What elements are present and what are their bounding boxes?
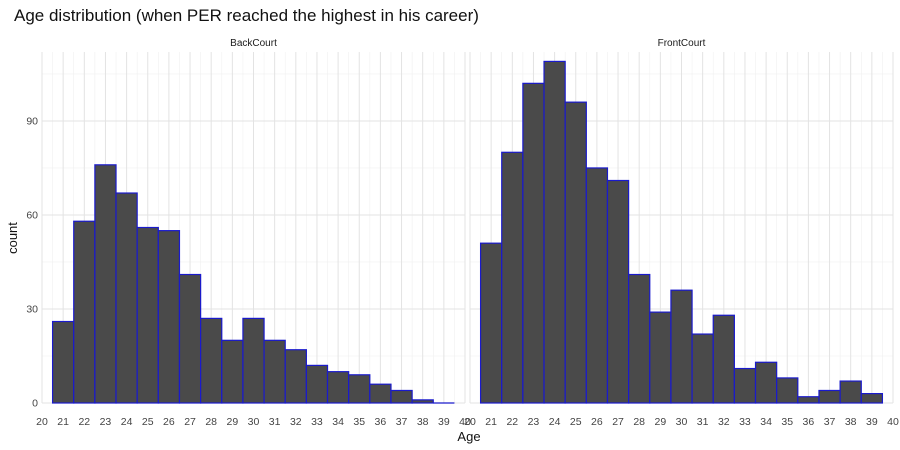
x-axis-title: Age [457,429,480,444]
histogram-bar [543,60,566,404]
histogram-bar [691,333,714,404]
facet-panel-backcourt: BackCourt 20 21 22 23 24 25 26 27 28 29 30 31 32 33 34 3… [26,38,471,428]
x-tick-label: 23 [100,416,112,428]
histogram-bar [178,273,202,404]
x-tick-label: 32 [290,416,302,428]
facet-panel-frontcourt: FrontCourt 20 21 22 23 24 25 26 27 28 29 30 31 32 33 34… [464,38,899,428]
histogram-bar [585,167,609,404]
histogram-bar [115,192,138,404]
histogram-bar [754,361,778,404]
x-tick-label: 36 [803,416,815,428]
histogram-bar [51,320,75,404]
x-tick-label: 22 [506,416,518,428]
x-tick-label: 37 [824,416,836,428]
histogram-bar [305,364,329,404]
y-tick-label: 30 [26,303,38,315]
x-tick-label: 39 [866,416,878,428]
facet-strip-label: FrontCourt [658,38,706,49]
x-tick-label: 27 [612,416,624,428]
histogram-bar [860,392,884,404]
histogram-bar [628,273,651,404]
histogram-bar [242,317,265,404]
x-tick-label: 38 [845,416,857,428]
x-tick-label: 32 [718,416,730,428]
x-tick-label: 21 [485,416,497,428]
x-tick-label: 26 [591,416,603,428]
x-tick-label: 39 [438,416,450,428]
histogram-bar [797,396,820,404]
histogram-bar [733,367,757,404]
histogram-bar [670,289,693,404]
histogram-bar [479,242,503,404]
x-tick-label: 35 [353,416,365,428]
x-tick-label: 24 [549,416,561,428]
histogram-bar [221,339,244,404]
histogram-bar [284,349,307,404]
histogram-bar [94,164,117,404]
x-tick-label: 34 [332,416,344,428]
histogram-bar [606,179,630,404]
x-tick-label: 25 [570,416,582,428]
histogram-bar [839,380,862,404]
histogram-bar [522,82,545,404]
x-tick-label: 34 [760,416,772,428]
x-tick-label: 29 [655,416,667,428]
x-tick-label: 24 [121,416,133,428]
x-tick-label: 36 [375,416,387,428]
x-tick-label: 31 [697,416,709,428]
histogram-bar [411,399,434,404]
histogram-bar [157,230,181,404]
x-tick-label: 40 [887,416,899,428]
histogram-bar [712,314,735,404]
x-tick-label: 28 [205,416,217,428]
x-tick-label: 23 [528,416,540,428]
x-tick-label: 33 [311,416,323,428]
x-tick-label: 37 [396,416,408,428]
x-tick-label: 33 [739,416,751,428]
x-tick-label: 22 [78,416,90,428]
histogram-bar [564,101,587,404]
x-tick-label: 27 [184,416,196,428]
histogram-bar [136,226,159,404]
x-tick-label: 30 [248,416,260,428]
y-tick-label: 90 [26,115,38,127]
y-tick-label: 0 [32,398,38,410]
x-tick-label: 28 [633,416,645,428]
y-axis-title: count [5,222,20,254]
histogram-bar [818,389,841,404]
x-tick-label: 20 [464,416,476,428]
x-tick-label: 20 [36,416,48,428]
histogram-bar [326,371,350,404]
histogram-bar [73,220,96,404]
histogram-bar [501,151,524,404]
histogram-bar [369,383,392,404]
chart-title: Age distribution (when PER reached the h… [14,6,479,25]
histogram-bar [649,311,672,404]
x-tick-label: 21 [57,416,69,428]
y-tick-label: 60 [26,209,38,221]
x-tick-label: 29 [227,416,239,428]
x-tick-label: 31 [269,416,281,428]
x-tick-label: 40 [459,416,471,428]
histogram-bar [263,339,286,404]
x-tick-label: 25 [142,416,154,428]
histogram-bar [776,377,799,404]
x-tick-label: 30 [676,416,688,428]
x-tick-label: 38 [417,416,429,428]
facet-panels: BackCourt 20 21 22 23 24 25 26 27 28 29 30 31 32 33 34 3… [26,38,899,428]
x-tick-label: 35 [781,416,793,428]
facet-strip-label: BackCourt [230,38,277,49]
histogram-bar [200,317,223,404]
x-tick-label: 26 [163,416,175,428]
histogram-bar [390,389,413,404]
histogram-bar [348,374,371,404]
